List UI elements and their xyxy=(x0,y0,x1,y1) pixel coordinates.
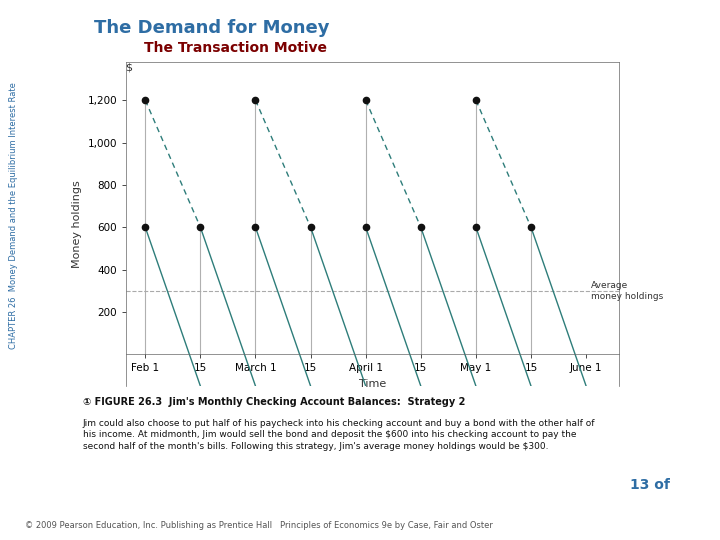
Text: The Demand for Money: The Demand for Money xyxy=(94,19,329,37)
Text: The Transaction Motive: The Transaction Motive xyxy=(144,40,327,55)
Text: ① FIGURE 26.3  Jim's Monthly Checking Account Balances:  Strategy 2: ① FIGURE 26.3 Jim's Monthly Checking Acc… xyxy=(83,397,465,407)
Text: 13 of: 13 of xyxy=(630,478,670,492)
Text: CHAPTER 26  Money Demand and the Equilibrium Interest Rate: CHAPTER 26 Money Demand and the Equilibr… xyxy=(9,83,19,349)
Text: $: $ xyxy=(125,62,132,72)
Y-axis label: Money holdings: Money holdings xyxy=(72,180,82,268)
Text: © 2009 Pearson Education, Inc. Publishing as Prentice Hall   Principles of Econo: © 2009 Pearson Education, Inc. Publishin… xyxy=(25,521,493,530)
Text: Average
money holdings: Average money holdings xyxy=(590,281,663,300)
Text: Jim could also choose to put half of his paycheck into his checking account and : Jim could also choose to put half of his… xyxy=(83,418,595,451)
X-axis label: Time: Time xyxy=(359,379,386,389)
